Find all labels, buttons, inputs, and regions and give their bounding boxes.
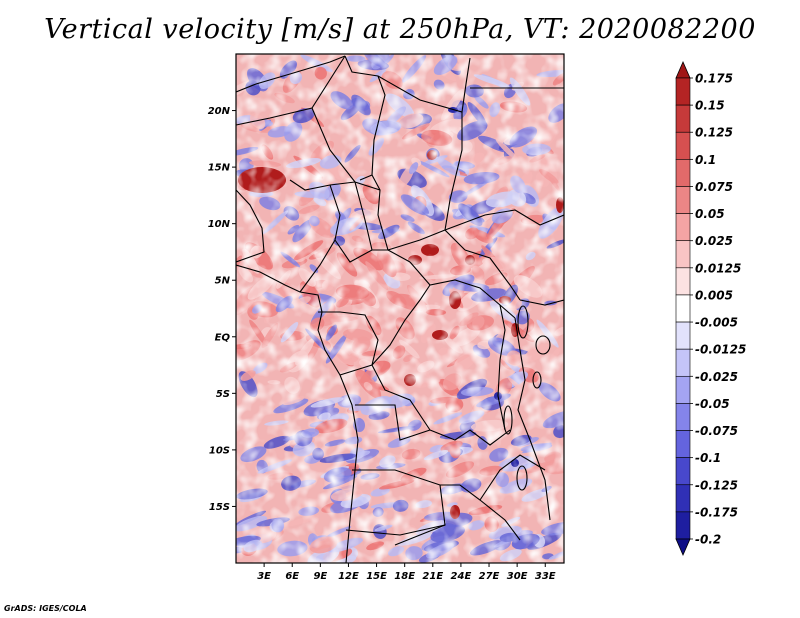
colorbar-label: 0.075	[695, 180, 733, 194]
border-line	[429, 429, 511, 446]
colorbar-swatch	[675, 186, 691, 214]
lon-tick-label: 30E	[507, 571, 528, 582]
border-line	[359, 75, 386, 181]
colorbar-swatch	[675, 403, 691, 431]
colorbar-label: 0.15	[695, 99, 725, 113]
border-line	[464, 249, 521, 301]
lat-tick-label: 10S	[209, 445, 230, 456]
colorbar-label: 0.005	[695, 288, 733, 302]
lat-tick-label: 10N	[208, 219, 231, 230]
lon-tick-label: 12E	[338, 571, 359, 582]
colorbar-swatch	[675, 131, 691, 160]
colorbar-label: 0.1	[695, 153, 716, 167]
colorbar-bottom-arrow	[675, 538, 691, 556]
colorbar-label: -0.125	[695, 478, 738, 492]
border-line	[236, 55, 346, 126]
border-line	[519, 299, 564, 306]
lat-tick-label: 5S	[216, 389, 230, 400]
lon-tick-label: 9E	[313, 571, 327, 582]
border-line	[371, 284, 431, 366]
border-line	[371, 174, 411, 263]
border-line	[394, 484, 446, 546]
lon-tick-label: 3E	[257, 571, 271, 582]
colorbar-swatch	[675, 77, 691, 106]
country-borders	[236, 55, 564, 563]
colorbar-swatch	[675, 375, 691, 404]
border-line	[236, 55, 346, 93]
border-line	[334, 239, 373, 263]
colorbar-swatch	[675, 430, 691, 458]
border-line	[497, 304, 506, 431]
border-line	[444, 112, 466, 251]
colorbar-top-arrow	[675, 61, 691, 79]
colorbar-swatch	[675, 348, 691, 377]
footer-credit: GrADS: IGES/COLA	[4, 604, 87, 613]
field-texture	[236, 54, 564, 563]
colorbar-label: 0.025	[695, 234, 733, 248]
border-line	[236, 189, 265, 263]
colorbar-swatch	[675, 240, 691, 269]
colorbar-swatch	[675, 321, 691, 350]
colorbar-label: -0.05	[695, 397, 730, 411]
lon-tick-label: 15E	[366, 571, 387, 582]
colorbar-swatch	[675, 511, 691, 540]
chart-title: Vertical velocity [m/s] at 250hPa, VT: 2…	[44, 14, 756, 45]
lat-tick-label: 5N	[215, 276, 231, 287]
colorbar-label: 0.175	[695, 72, 733, 86]
colorbar-label: -0.075	[695, 424, 738, 438]
colorbar-label: -0.175	[695, 505, 738, 519]
longitude-axis: 3E 6E 9E 12E 15E 18E 21E 24E 27E 30E 33E	[257, 563, 556, 582]
colorbar-label: 0.0125	[695, 261, 741, 275]
border-line	[355, 404, 431, 441]
border-line	[387, 229, 446, 251]
lon-tick-label: 18E	[394, 571, 415, 582]
border-line	[318, 311, 379, 366]
lake-outline	[516, 465, 528, 491]
border-line	[344, 55, 471, 113]
lake-outline	[503, 405, 513, 435]
border-line	[311, 107, 381, 191]
lake-outline	[517, 305, 529, 339]
map-frame	[235, 53, 565, 564]
lon-tick-label: 33E	[535, 571, 556, 582]
colorbar-swatch	[675, 267, 691, 296]
colorbar: 0.175 0.15 0.125 0.1 0.075 0.05 0.025 0.0125 0.0…	[675, 61, 746, 556]
lat-tick-label: EQ	[215, 332, 231, 343]
colorbar-swatch	[675, 484, 691, 513]
colorbar-label: 0.05	[695, 207, 725, 221]
lat-tick-label: 15N	[208, 163, 231, 174]
lat-tick-label: 20N	[208, 106, 231, 117]
latitude-axis: 20N 15N 10N 5N EQ 5S 10S 15S	[208, 106, 236, 513]
lon-tick-label: 6E	[285, 571, 299, 582]
colorbar-label: 0.125	[695, 126, 733, 140]
colorbar-label: -0.005	[695, 316, 738, 330]
lake-outline	[535, 335, 551, 355]
colorbar-swatch	[675, 457, 691, 486]
border-line	[289, 179, 356, 191]
colorbar-label: -0.1	[695, 451, 721, 465]
lat-tick-label: 15S	[209, 502, 230, 513]
colorbar-label: -0.2	[695, 533, 721, 547]
lon-tick-label: 24E	[451, 571, 472, 582]
border-line	[345, 524, 446, 536]
map-area: 20N 15N 10N 5N EQ 5S 10S 15S 3E 6E 9E 12E 15E 18E 21E…	[208, 53, 565, 582]
colorbar-swatch	[675, 104, 691, 133]
lake-outline	[532, 371, 542, 389]
lon-tick-label: 21E	[422, 571, 443, 582]
border-line	[354, 181, 388, 251]
colorbar-label: -0.0125	[695, 343, 746, 357]
border-line	[352, 469, 521, 541]
lon-tick-label: 27E	[479, 571, 500, 582]
border-line	[339, 364, 431, 431]
border-line	[444, 209, 564, 231]
colorbar-swatch	[675, 294, 691, 323]
border-line	[409, 261, 516, 319]
colorbar-swatch	[675, 213, 691, 242]
colorbar-label: -0.025	[695, 370, 738, 384]
border-line	[514, 317, 551, 521]
colorbar-swatch	[675, 159, 691, 187]
border-line	[479, 454, 546, 501]
border-line	[317, 329, 359, 563]
